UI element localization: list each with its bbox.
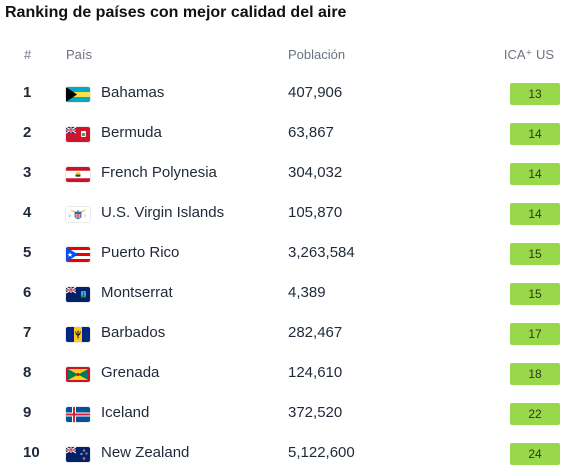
aqi-badge: 13 xyxy=(510,83,560,105)
aqi-badge: 15 xyxy=(510,243,560,265)
row-country[interactable]: Grenada xyxy=(101,364,160,381)
header-population: Población xyxy=(288,47,346,62)
french-polynesia-flag-icon xyxy=(66,167,90,182)
row-rank: 10 xyxy=(23,444,40,461)
table-row[interactable]: 2 Bermuda 63,867 14 xyxy=(0,114,570,154)
row-country[interactable]: New Zealand xyxy=(101,444,190,461)
header-rank: # xyxy=(24,47,32,62)
row-country[interactable]: Montserrat xyxy=(101,284,173,301)
bermuda-flag-icon xyxy=(66,127,90,142)
row-population: 304,032 xyxy=(288,164,343,181)
aqi-badge: 14 xyxy=(510,123,560,145)
grenada-flag-icon xyxy=(66,367,90,382)
row-country[interactable]: Barbados xyxy=(101,324,166,341)
row-country[interactable]: Puerto Rico xyxy=(101,244,180,261)
table-row[interactable]: 8 Grenada 124,610 18 xyxy=(0,354,570,394)
aqi-badge: 22 xyxy=(510,403,560,425)
iceland-flag-icon xyxy=(66,407,90,422)
aqi-badge: 14 xyxy=(510,203,560,225)
table-row[interactable]: 3 French Polynesia 304,032 14 xyxy=(0,154,570,194)
table-row[interactable]: 4 V I U.S. Virgin Islands 105,870 14 xyxy=(0,194,570,234)
aqi-badge: 17 xyxy=(510,323,560,345)
row-population: 3,263,584 xyxy=(288,244,355,261)
table-header: # País Población ICA⁺ US xyxy=(0,44,570,66)
row-rank: 4 xyxy=(23,204,32,221)
row-population: 4,389 xyxy=(288,284,326,301)
row-population: 124,610 xyxy=(288,364,343,381)
table-row[interactable]: 6 Montserrat 4,389 15 xyxy=(0,274,570,314)
table-row[interactable]: 5 Puerto Rico 3,263,584 15 xyxy=(0,234,570,274)
aqi-badge: 18 xyxy=(510,363,560,385)
montserrat-flag-icon xyxy=(66,287,90,302)
new-zealand-flag-icon xyxy=(66,447,90,462)
row-country[interactable]: Iceland xyxy=(101,404,150,421)
row-country[interactable]: U.S. Virgin Islands xyxy=(101,204,225,221)
barbados-flag-icon xyxy=(66,327,90,342)
row-population: 63,867 xyxy=(288,124,334,141)
page-title: Ranking de países con mejor calidad del … xyxy=(5,4,347,21)
row-rank: 3 xyxy=(23,164,32,181)
bahamas-flag-icon xyxy=(66,87,90,102)
row-population: 372,520 xyxy=(288,404,343,421)
table-row[interactable]: 7 Barbados 282,467 17 xyxy=(0,314,570,354)
row-rank: 5 xyxy=(23,244,32,261)
svg-text:I: I xyxy=(85,214,86,218)
table-row[interactable]: 1 Bahamas 407,906 13 xyxy=(0,74,570,114)
svg-text:V: V xyxy=(69,214,72,218)
header-country: País xyxy=(66,47,93,62)
puerto-rico-flag-icon xyxy=(66,247,90,262)
row-rank: 8 xyxy=(23,364,32,381)
aqi-badge: 15 xyxy=(510,283,560,305)
row-population: 407,906 xyxy=(288,84,343,101)
row-rank: 7 xyxy=(23,324,32,341)
header-aqi: ICA⁺ US xyxy=(503,47,555,62)
us-virgin-islands-flag-icon: V I xyxy=(66,207,90,222)
row-population: 5,122,600 xyxy=(288,444,355,461)
table-row[interactable]: 10 New Zealand 5,122,600 24 xyxy=(0,434,570,474)
aqi-badge: 24 xyxy=(510,443,560,465)
table-row[interactable]: 9 Iceland 372,520 22 xyxy=(0,394,570,434)
ranking-table: 1 Bahamas 407,906 13 2 Bermuda xyxy=(0,74,570,474)
row-country[interactable]: Bahamas xyxy=(101,84,165,101)
row-rank: 1 xyxy=(23,84,32,101)
row-population: 105,870 xyxy=(288,204,343,221)
row-population: 282,467 xyxy=(288,324,343,341)
row-country[interactable]: French Polynesia xyxy=(101,164,217,181)
row-country[interactable]: Bermuda xyxy=(101,124,162,141)
row-rank: 9 xyxy=(23,404,32,421)
row-rank: 6 xyxy=(23,284,32,301)
aqi-badge: 14 xyxy=(510,163,560,185)
row-rank: 2 xyxy=(23,124,32,141)
